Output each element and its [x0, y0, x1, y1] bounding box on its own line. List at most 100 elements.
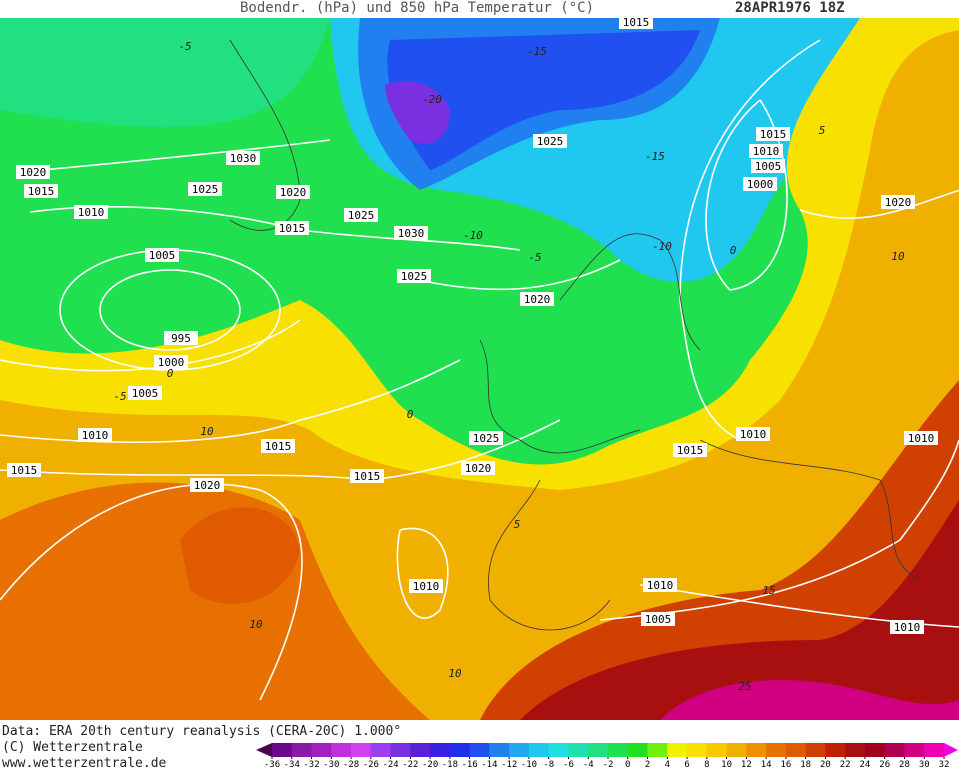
- colorbar-segment: [489, 743, 510, 757]
- isotherm-label: -5: [113, 390, 126, 403]
- isotherm-label: -10: [652, 240, 672, 253]
- temp-zone: [180, 507, 300, 605]
- isobar-label-box: [74, 205, 108, 219]
- isobar-label: 1030: [230, 152, 257, 165]
- isobar-label-box: [344, 208, 378, 222]
- colorbar-tick-label: 10: [721, 760, 732, 770]
- isobar-label-box: [276, 185, 310, 199]
- isobar-label: 1010: [78, 206, 105, 219]
- isobar-label-box: [469, 431, 503, 445]
- isotherm-label: 10: [448, 667, 462, 680]
- colorbar-tick-label: 28: [899, 760, 910, 770]
- map-date: 28APR1976 18Z: [735, 0, 845, 16]
- colorbar-segment: [430, 743, 451, 757]
- isobar-label: 1025: [348, 209, 375, 222]
- colorbar-tick-label: 6: [684, 760, 689, 770]
- isobar-label-box: [751, 159, 785, 173]
- isotherm-label: -20: [422, 93, 442, 106]
- colorbar-tick-label: -30: [323, 760, 339, 770]
- colorbar-tick-label: -10: [521, 760, 537, 770]
- isobar-label: 1000: [747, 178, 774, 191]
- isobar-label-box: [520, 292, 554, 306]
- isobar-label-box: [756, 127, 790, 141]
- colorbar-tick-label: 22: [840, 760, 851, 770]
- colorbar-segment: [528, 743, 550, 757]
- colorbar-segment: [331, 743, 352, 757]
- isobar-label-box: [7, 463, 41, 477]
- isobar-label-box: [673, 443, 707, 457]
- colorbar: -36 -34 -32 -30 -28 -26 -24 -22 -20 -18 -16 -14 -12-…: [256, 743, 958, 770]
- colorbar-tick-label: -8: [543, 760, 554, 770]
- colorbar-segment: [924, 743, 945, 757]
- colorbar-segment: [687, 743, 708, 757]
- colorbar-tick-label: 18: [800, 760, 811, 770]
- isobar-label-box: [350, 469, 384, 483]
- colorbar-tick-label: -16: [462, 760, 478, 770]
- temp-zone: [385, 81, 450, 144]
- colorbar-tick-label: 30: [919, 760, 930, 770]
- isobar-label-box: [16, 165, 50, 179]
- colorbar-segment: [272, 743, 293, 757]
- colorbar-tick-label: -12: [501, 760, 517, 770]
- isobar-label: 1010: [753, 145, 780, 158]
- colorbar-tick-label: -24: [382, 760, 398, 770]
- isotherm-label: 25: [738, 680, 751, 693]
- colorbar-segment: [884, 743, 905, 757]
- isotherm-label: 0: [167, 367, 174, 380]
- isobar-label: 1010: [908, 432, 935, 445]
- colorbar-tick-label: 0: [625, 760, 630, 770]
- isobar-label-box: [641, 612, 675, 626]
- isobar-label: 1015: [623, 16, 650, 29]
- isobar-label: 1015: [677, 444, 704, 457]
- isobar-label: 1020: [20, 166, 47, 179]
- isobar-label: 1015: [279, 222, 306, 235]
- isobar-label: 1015: [760, 128, 787, 141]
- isotherm-label: -15: [527, 45, 547, 58]
- colorbar-segment: [864, 743, 886, 757]
- isobar-label-box: [743, 177, 777, 191]
- isobar-label: 995: [171, 332, 191, 345]
- colorbar-tick-label: -18: [442, 760, 458, 770]
- website: www.wetterzentrale.de: [2, 756, 167, 770]
- isotherm-label: 10: [200, 425, 214, 438]
- isobar-label: 1010: [740, 428, 767, 441]
- colorbar-tick-label: 2: [645, 760, 650, 770]
- colorbar-segment: [351, 743, 372, 757]
- isobar-label: 1025: [192, 183, 219, 196]
- colorbar-tick-label: -20: [422, 760, 438, 770]
- isobar-label: 1010: [647, 579, 674, 592]
- isobar-label: 1015: [265, 440, 292, 453]
- isobar-label-box: [164, 331, 198, 345]
- isobar-label: 1015: [354, 470, 381, 483]
- isobar-label-box: [890, 620, 924, 634]
- colorbar-tick-label: 16: [780, 760, 791, 770]
- isotherm-label: 5: [514, 518, 521, 531]
- isobar-label: 1030: [398, 227, 425, 240]
- isobar-label-box: [736, 427, 770, 441]
- colorbar-segment: [410, 743, 431, 757]
- colorbar-segment: [509, 743, 530, 757]
- isobar-label: 1015: [28, 185, 55, 198]
- copyright: (C) Wetterzentrale: [2, 740, 143, 755]
- colorbar-segment: [568, 743, 589, 757]
- isobar-label-box: [409, 579, 443, 593]
- isotherm-label: 0: [730, 244, 737, 257]
- colorbar-segment: [845, 743, 866, 757]
- isobar-label: 1005: [149, 249, 176, 262]
- isobar-label: 1025: [537, 135, 564, 148]
- colorbar-segment: [726, 743, 747, 757]
- colorbar-segment: [311, 743, 332, 757]
- isotherm-label: -10: [463, 229, 483, 242]
- colorbar-segment: [667, 743, 688, 757]
- isobar-label: 1020: [885, 196, 912, 209]
- colorbar-segment: [904, 743, 925, 757]
- colorbar-tick-label: -14: [481, 760, 497, 770]
- colorbar-tick-label: 26: [879, 760, 890, 770]
- colorbar-tick-label: -32: [303, 760, 319, 770]
- map: [0, 18, 959, 720]
- colorbar-segment: [469, 743, 490, 757]
- isobar-label: 1025: [473, 432, 500, 445]
- isobar-label: 1020: [524, 293, 551, 306]
- isobar-label: 1000: [158, 356, 185, 369]
